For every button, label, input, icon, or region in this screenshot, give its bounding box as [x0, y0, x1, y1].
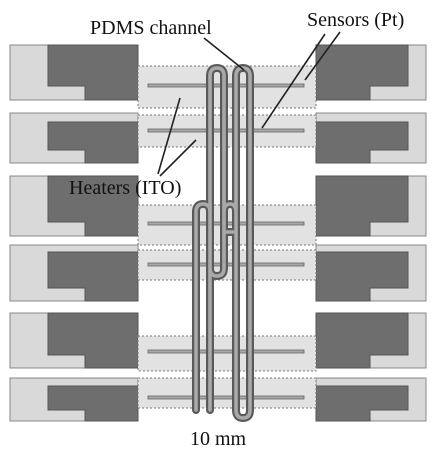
sensors-leader-1 — [304, 31, 341, 81]
sensors-label: Sensors (Pt) — [307, 9, 404, 31]
left-pad-row-2 — [9, 112, 139, 164]
left-electrode-pads — [9, 44, 139, 422]
scale-label: 10 mm — [190, 428, 247, 450]
heater-strip-5 — [137, 335, 317, 372]
heaters-leader-2 — [159, 139, 197, 177]
sensors-leader-2 — [261, 33, 326, 129]
pdms-serpentine-channel — [192, 64, 254, 422]
leader-lines — [157, 31, 341, 177]
right-pad-row-6 — [315, 377, 427, 422]
heaters-label: Heaters (ITO) — [69, 177, 181, 199]
left-pad-row-1 — [9, 44, 139, 101]
left-pad-row-3 — [9, 175, 139, 237]
heaters-leader-1 — [157, 97, 181, 175]
right-electrode-pads — [315, 44, 427, 422]
pdms-channel-label: PDMS channel — [90, 17, 212, 39]
right-pad-row-1 — [315, 44, 427, 101]
sensor-line-5 — [147, 349, 305, 354]
right-pad-row-2 — [315, 112, 427, 164]
left-pad-row-5 — [9, 312, 139, 369]
left-pad-row-6 — [9, 377, 139, 422]
right-pad-row-4 — [315, 244, 427, 302]
heater-strip-6 — [137, 377, 317, 409]
sensor-line-6 — [147, 395, 305, 400]
left-pad-row-4 — [9, 244, 139, 302]
right-pad-row-5 — [315, 312, 427, 369]
pdms-channel-leader — [203, 37, 245, 71]
right-pad-row-3 — [315, 175, 427, 237]
